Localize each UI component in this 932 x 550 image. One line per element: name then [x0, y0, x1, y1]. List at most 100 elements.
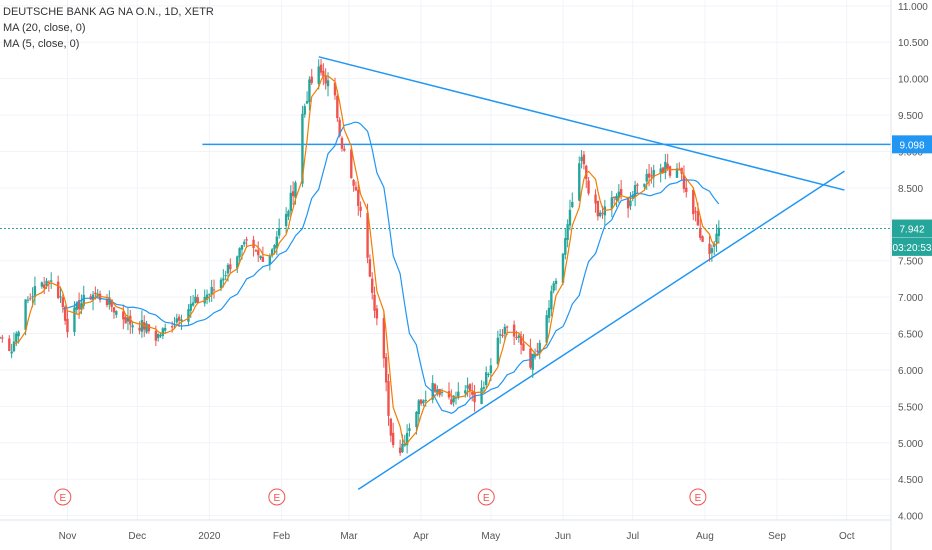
price-tick-label: 8.500: [898, 184, 923, 195]
candle-body: [75, 302, 78, 310]
candle-body: [252, 239, 255, 248]
price-tick-label: 10.500: [898, 38, 929, 49]
ascending-trendline: [357, 170, 845, 491]
time-tick-label: Oct: [839, 531, 855, 542]
candle-body: [24, 299, 27, 330]
candle-body: [440, 392, 444, 394]
time-tick-label: Jun: [555, 531, 571, 542]
candle-body: [610, 197, 614, 209]
candle-body: [126, 317, 130, 322]
candle-body: [77, 300, 81, 310]
descending-trendline: [318, 56, 845, 191]
candle-body: [354, 186, 358, 191]
candle-body: [612, 196, 616, 199]
candle-body: [578, 163, 581, 201]
candle-body: [561, 253, 565, 283]
candle-body: [31, 296, 34, 298]
candle-body: [571, 201, 574, 207]
symbol-title[interactable]: DEUTSCHE BANK AG NA O.N., 1D, XETR: [3, 6, 214, 18]
chart-legend: DEUTSCHE BANK AG NA O.N., 1D, XETR MA (2…: [3, 4, 214, 52]
candle-body: [163, 327, 167, 331]
candle-body: [668, 166, 672, 176]
candle-body: [487, 373, 490, 375]
candle-body: [382, 318, 386, 359]
candle-body: [489, 365, 493, 374]
candle-body: [629, 200, 632, 207]
candle-body: [566, 224, 569, 240]
candle-body: [482, 387, 486, 389]
candle-body: [645, 173, 648, 182]
price-tick-label: 9.500: [898, 111, 923, 122]
candle-body: [415, 411, 418, 428]
candle-body: [275, 236, 279, 248]
time-tick-label: May: [481, 531, 500, 542]
candle-body: [699, 228, 702, 238]
candle-body: [277, 228, 281, 236]
price-badge: [892, 219, 932, 238]
candle-body: [268, 255, 272, 265]
time-tick-label: Nov: [59, 531, 77, 542]
candle-body: [324, 75, 327, 84]
earnings-label: E: [483, 493, 490, 504]
candle-body: [682, 175, 686, 189]
candle-body: [191, 302, 195, 306]
candle-body: [305, 101, 309, 104]
candle-body: [515, 337, 518, 339]
earnings-icon: [268, 488, 286, 506]
candle-body: [110, 299, 113, 307]
candle-body: [63, 306, 67, 321]
candle-body: [538, 342, 541, 353]
legend-ma-5[interactable]: MA (5, close, 0): [3, 38, 80, 50]
legend-ma-20[interactable]: MA (20, close, 0): [3, 22, 86, 34]
candle-body: [450, 399, 453, 405]
price-axis[interactable]: 11.00010.50010.0009.5009.0008.5008.0007.…: [898, 2, 929, 523]
candle-body: [550, 291, 553, 310]
candle-body: [471, 392, 474, 395]
candle-body: [326, 80, 330, 87]
candle-body: [294, 182, 297, 198]
candle-body: [631, 195, 634, 199]
candle-body: [596, 200, 600, 217]
candle-body: [696, 211, 700, 226]
candle-body: [473, 391, 476, 403]
candle-body: [636, 184, 639, 186]
time-tick-label: Mar: [340, 531, 358, 542]
price-badge-label: 03:20:53: [893, 243, 932, 254]
candle-body: [564, 238, 567, 255]
candle-body: [350, 149, 353, 179]
candle-body: [594, 194, 597, 204]
price-badge-label: 7.942: [899, 225, 924, 236]
candle-body: [105, 299, 109, 306]
time-tick-label: Apr: [413, 531, 429, 542]
price-badge: [892, 135, 932, 154]
candle-body: [617, 191, 621, 199]
candle-body: [240, 245, 244, 250]
candle-body: [289, 192, 292, 211]
candle-body: [694, 211, 697, 213]
time-tick-label: Sep: [768, 531, 786, 542]
candle-body: [447, 391, 451, 398]
candle-body: [633, 185, 637, 198]
candle-body: [352, 179, 355, 186]
candle-body: [529, 348, 532, 368]
candle-body: [552, 283, 555, 291]
time-axis[interactable]: Nov Dec 2020 Feb Mar Apr May Jun Jul Aug Sep Oct: [59, 531, 855, 542]
candle-body: [580, 156, 583, 162]
candle-body: [368, 259, 372, 277]
candle-body: [401, 443, 404, 453]
candle-body: [373, 294, 376, 311]
candle-body: [29, 298, 32, 300]
price-tick-label: 6.000: [898, 366, 923, 377]
candle-body: [717, 227, 721, 237]
candle-body: [457, 391, 460, 398]
drawing-layer[interactable]: [0, 56, 891, 491]
candle-body: [310, 76, 313, 83]
candle-body: [177, 316, 181, 321]
candle-body: [371, 278, 374, 293]
candle-body: [545, 315, 548, 343]
price-tick-label: 11.000: [898, 2, 928, 13]
candle-body: [554, 280, 558, 285]
candle-body: [480, 387, 483, 404]
